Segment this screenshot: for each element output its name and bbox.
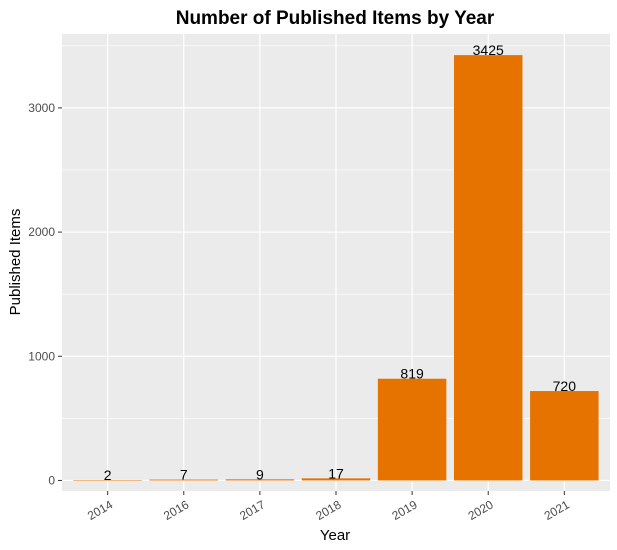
chart-title: Number of Published Items by Year <box>176 8 495 29</box>
y-tick-label: 3000 <box>28 101 55 115</box>
bar-2014 <box>73 480 142 481</box>
bar-2018 <box>301 478 371 481</box>
data-label-2021: 720 <box>553 378 577 394</box>
bars <box>73 55 599 481</box>
x-tick-label-2017: 2017 <box>237 497 267 523</box>
bar-2017 <box>225 479 295 481</box>
y-tick-label: 2000 <box>28 225 55 239</box>
bar-2016 <box>149 479 219 481</box>
data-label-2019: 819 <box>400 366 424 382</box>
bar-2019 <box>377 378 447 481</box>
bar-2020 <box>453 55 523 481</box>
x-tick-label-2018: 2018 <box>313 497 343 523</box>
x-tick-label-2020: 2020 <box>466 497 496 523</box>
x-tick-label-2014: 2014 <box>85 497 115 523</box>
x-axis: 2014 2016 2017 2018 2019 2020 2021 <box>85 491 572 523</box>
x-tick-label-2016: 2016 <box>161 497 191 523</box>
data-label-2020: 3425 <box>473 42 504 58</box>
data-labels: 2 7 9 17 819 3425 720 <box>104 42 576 483</box>
x-tick-label-2021: 2021 <box>542 497 572 523</box>
x-tick-label-2019: 2019 <box>389 497 419 523</box>
data-label-2014: 2 <box>104 467 112 483</box>
data-label-2018: 17 <box>328 465 344 481</box>
y-tick-label: 1000 <box>28 349 55 363</box>
data-label-2016: 7 <box>180 467 188 483</box>
y-tick-label: 0 <box>48 473 55 487</box>
x-axis-title: Year <box>320 527 350 544</box>
bar-2021 <box>530 391 599 481</box>
y-axis: 0 1000 2000 3000 <box>28 101 62 487</box>
data-label-2017: 9 <box>256 466 264 482</box>
y-axis-title: Published Items <box>7 209 24 316</box>
